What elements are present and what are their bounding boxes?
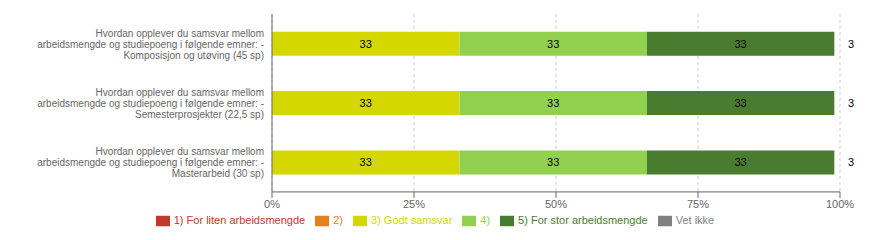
svg-text:Hvordan opplever du samsvar me: Hvordan opplever du samsvar mellomarbeid… [37,146,264,179]
html-text:1) For liten arbeidsmengde: 1) For liten arbeidsmengde [173,213,306,226]
svg-text:33: 33 [547,97,559,109]
html-text:2): 2) [333,213,343,226]
svg-text:33: 33 [734,97,746,109]
svg-text:25%: 25% [403,198,425,210]
svg-text:33: 33 [547,38,559,50]
html-text:Vet ikke: Vet ikke [675,213,715,226]
svg-text:3: 3 [848,156,854,168]
svg-text:100%: 100% [826,198,854,210]
svg-text:33: 33 [360,156,372,168]
svg-text:3: 3 [848,38,854,50]
html-text:4): 4) [480,213,491,226]
svg-text:33: 33 [734,38,746,50]
svg-text:33: 33 [360,97,372,109]
svg-text:33: 33 [547,156,559,168]
svg-text:3: 3 [848,97,854,109]
svg-text:33: 33 [360,38,372,50]
svg-text:Hvordan opplever du samsvar me: Hvordan opplever du samsvar mellomarbeid… [37,27,264,60]
svg-text:33: 33 [734,156,746,168]
svg-text:50%: 50% [545,198,567,210]
html-text:5) For stor arbeidsmengde: 5) For stor arbeidsmengde [518,213,648,226]
svg-text:75%: 75% [687,198,709,210]
html-text:3) Godt samsvar: 3) Godt samsvar [371,213,453,226]
svg-text:Hvordan opplever du samsvar me: Hvordan opplever du samsvar mellomarbeid… [37,86,264,119]
svg-text:0%: 0% [264,198,280,210]
